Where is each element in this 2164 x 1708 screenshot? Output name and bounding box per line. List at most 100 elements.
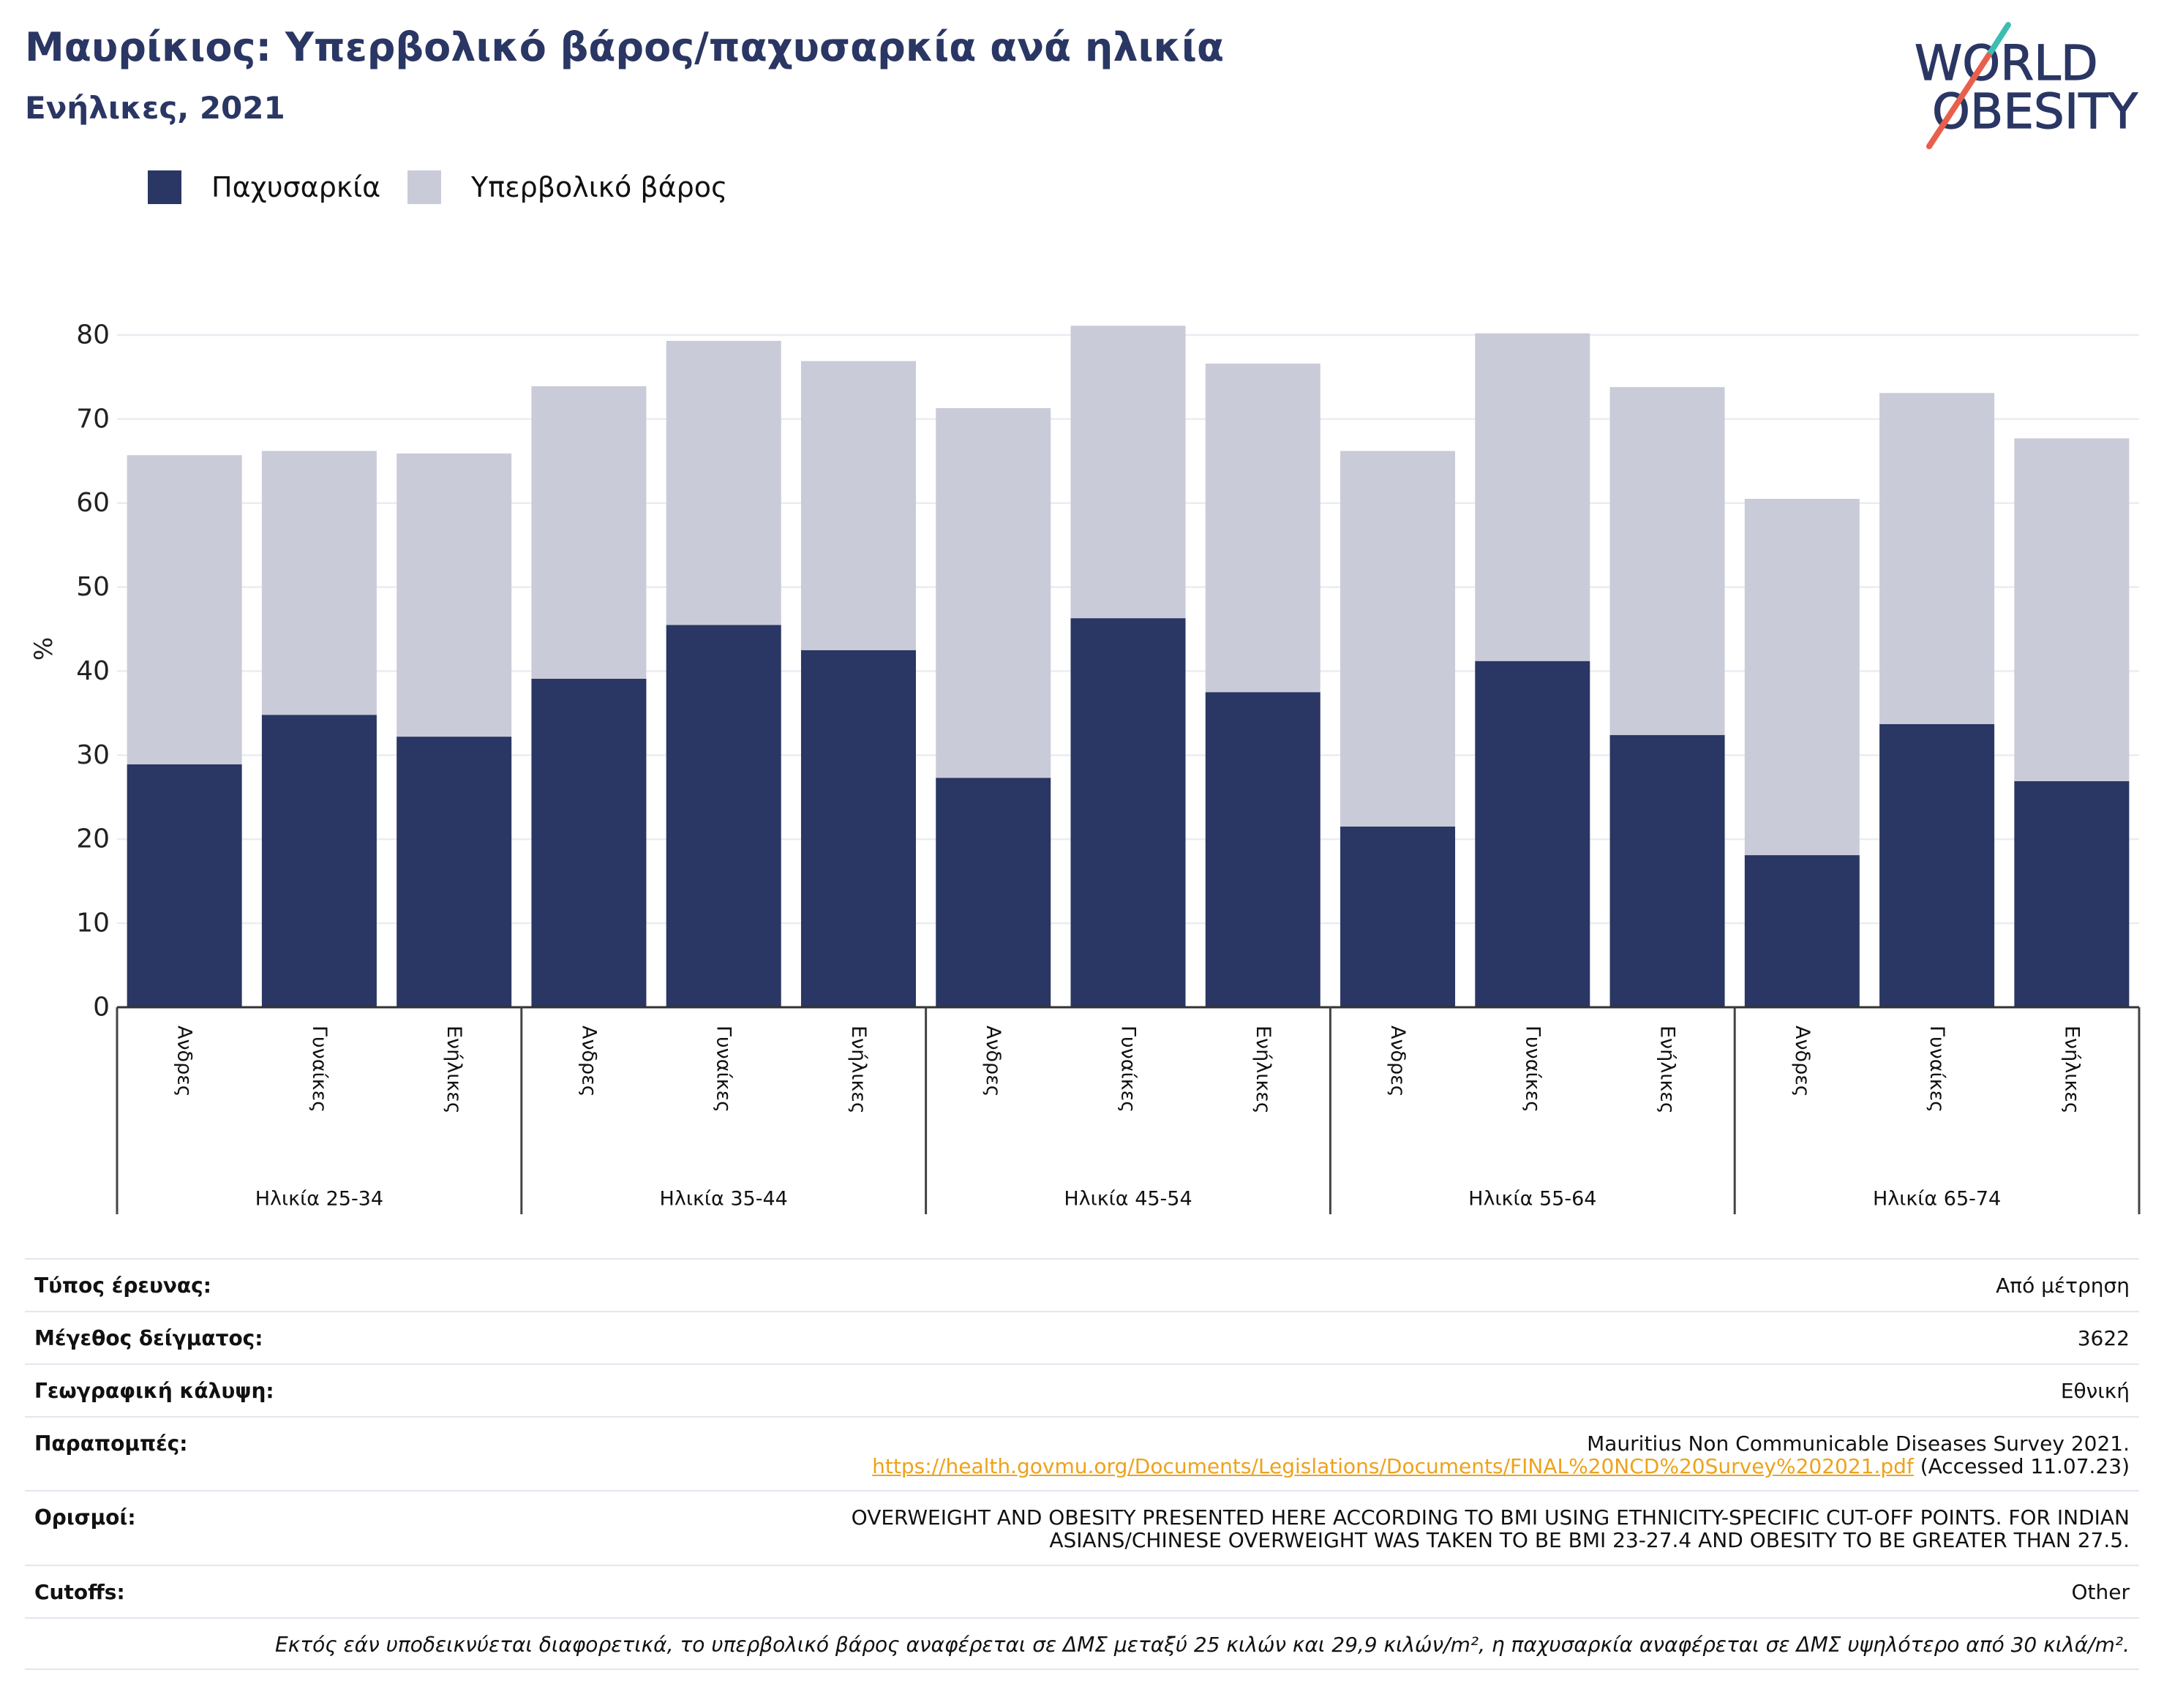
logo-line1: WORLD xyxy=(1915,35,2098,91)
legend-item-obesity[interactable]: Παχυσαρκία xyxy=(148,170,380,204)
overweight-bar xyxy=(127,455,242,765)
overweight-bar xyxy=(531,386,647,679)
obesity-bar xyxy=(1744,855,1860,1007)
logo-line2: OBESITY xyxy=(1932,83,2138,140)
x-group-label: Ηλικία 65-74 xyxy=(1873,1188,2001,1211)
x-category-label: Ανδρες xyxy=(982,1026,1004,1097)
chart-subtitle: Ενήλικες, 2021 xyxy=(25,90,285,126)
overweight-bar xyxy=(666,341,781,625)
y-tick-label: 30 xyxy=(76,740,110,770)
x-category-label: Ενήλικες xyxy=(1252,1026,1274,1114)
x-category-label: Ενήλικες xyxy=(847,1026,870,1114)
logo-slash-teal xyxy=(1985,22,2011,59)
definitions-value: OVERWEIGHT AND OBESITY PRESENTED HERE AC… xyxy=(852,1506,2130,1551)
x-group-label: Ηλικία 35-44 xyxy=(660,1188,788,1211)
obesity-bar xyxy=(1070,618,1186,1007)
chart-legend: Παχυσαρκία Υπερβολικό βάρος xyxy=(148,170,727,204)
obesity-bar xyxy=(666,625,781,1007)
world-obesity-logo: WORLD OBESITY xyxy=(1914,22,2138,149)
overweight-bar xyxy=(261,451,377,715)
y-tick-label: 20 xyxy=(76,824,110,854)
x-category-label: Ανδρες xyxy=(173,1026,196,1097)
x-category-label: Ανδρες xyxy=(1791,1026,1814,1097)
y-tick-label: 50 xyxy=(76,572,110,602)
cutoffs-value: Other xyxy=(2071,1580,2130,1604)
legend-label-overweight: Υπερβολικό βάρος xyxy=(471,171,728,203)
row-sample-size: Μέγεθος δείγματος: 3622 xyxy=(25,1311,2139,1363)
x-category-label: Γυναίκες xyxy=(308,1026,331,1113)
y-axis-label: % xyxy=(29,637,59,661)
coverage-label: Γεωγραφική κάλυψη: xyxy=(34,1379,274,1403)
obesity-bar xyxy=(1609,734,1725,1007)
y-tick-label: 60 xyxy=(76,488,110,518)
definitions-line: OVERWEIGHT AND OBESITY PRESENTED HERE AC… xyxy=(851,1505,2130,1530)
obesity-bar xyxy=(2014,780,2130,1007)
reference-link[interactable]: https://health.govmu.org/Documents/Legis… xyxy=(872,1454,1914,1478)
obesity-bar xyxy=(1205,692,1320,1007)
cutoffs-label: Cutoffs: xyxy=(34,1580,125,1604)
overweight-bar xyxy=(1475,333,1590,661)
legend-swatch-overweight xyxy=(407,170,441,204)
overweight-bar xyxy=(1205,364,1320,693)
overweight-bar xyxy=(936,407,1051,778)
y-tick-label: 0 xyxy=(93,993,110,1023)
x-group-label: Ηλικία 25-34 xyxy=(255,1188,383,1211)
overweight-bar xyxy=(1340,451,1456,827)
reference-accessed: (Accessed 11.07.23) xyxy=(1920,1454,2130,1478)
legend-label-obesity: Παχυσαρκία xyxy=(211,171,381,203)
reference-link-line: https://health.govmu.org/Documents/Legis… xyxy=(872,1455,2130,1478)
legend-swatch-obesity xyxy=(148,170,181,204)
overweight-bar xyxy=(800,361,916,650)
references-label: Παραπομπές: xyxy=(34,1432,188,1456)
obesity-bar xyxy=(936,778,1051,1007)
obesity-bar xyxy=(261,715,377,1007)
y-tick-label: 80 xyxy=(76,320,110,350)
x-group-label: Ηλικία 45-54 xyxy=(1064,1188,1192,1211)
references-value: Mauritius Non Communicable Diseases Surv… xyxy=(872,1432,2130,1478)
definitions-label: Ορισμοί: xyxy=(34,1505,136,1530)
obesity-bar xyxy=(127,764,242,1007)
x-category-label: Γυναίκες xyxy=(1926,1026,1948,1113)
stacked-bar-chart: % 0 10 20 30 40 50 60 70 80 Ανδρες Γυναίκες Ενήλικε… xyxy=(29,320,2141,1214)
obesity-bar xyxy=(397,737,512,1007)
obesity-bar xyxy=(1475,661,1590,1007)
overweight-bar xyxy=(1744,498,1860,856)
coverage-value: Εθνική xyxy=(2060,1379,2130,1403)
x-category-label: Ενήλικες xyxy=(2060,1026,2083,1114)
overweight-bar xyxy=(1879,393,1995,724)
overweight-bar xyxy=(1070,326,1186,619)
obesity-bar xyxy=(1879,723,1995,1007)
overweight-bar xyxy=(2014,438,2130,781)
x-category-label: Γυναίκες xyxy=(713,1026,735,1113)
row-cutoffs: Cutoffs: Other xyxy=(25,1565,2139,1617)
overweight-bar xyxy=(1609,387,1725,735)
logo-slash-coral xyxy=(1926,53,1991,149)
obesity-bar xyxy=(800,650,916,1007)
y-tick-label: 70 xyxy=(76,404,110,434)
x-group-label: Ηλικία 55-64 xyxy=(1468,1188,1596,1211)
sample-size-value: 3622 xyxy=(2077,1326,2130,1350)
y-tick-label: 10 xyxy=(76,908,110,938)
legend-item-overweight[interactable]: Υπερβολικό βάρος xyxy=(407,170,727,204)
x-category-label: Ανδρες xyxy=(577,1026,600,1097)
survey-type-value: Από μέτρηση xyxy=(1996,1274,2130,1298)
reference-citation: Mauritius Non Communicable Diseases Surv… xyxy=(1587,1432,2130,1456)
footnote: Εκτός εάν υποδεικνύεται διαφορετικά, το … xyxy=(275,1633,2130,1657)
row-coverage: Γεωγραφική κάλυψη: Εθνική xyxy=(25,1363,2139,1416)
row-footnote: Εκτός εάν υποδεικνύεται διαφορετικά, το … xyxy=(25,1617,2139,1670)
chart-title: Μαυρίκιος: Υπερβολικό βάρος/παχυσαρκία α… xyxy=(25,24,1225,70)
sample-size-label: Μέγεθος δείγματος: xyxy=(34,1326,263,1350)
x-category-label: Ενήλικες xyxy=(1656,1026,1679,1114)
obesity-bar xyxy=(1340,827,1456,1007)
y-tick-label: 40 xyxy=(76,656,110,686)
x-category-label: Ενήλικες xyxy=(443,1026,465,1114)
definitions-line: ASIANS/CHINESE OVERWEIGHT WAS TAKEN TO B… xyxy=(1049,1528,2130,1552)
row-definitions: Ορισμοί: OVERWEIGHT AND OBESITY PRESENTE… xyxy=(25,1490,2139,1565)
row-survey-type: Τύπος έρευνας: Από μέτρηση xyxy=(25,1258,2139,1311)
survey-type-label: Τύπος έρευνας: xyxy=(34,1274,211,1298)
x-category-label: Γυναίκες xyxy=(1117,1026,1140,1113)
x-category-label: Ανδρες xyxy=(1386,1026,1409,1097)
row-references: Παραπομπές: Mauritius Non Communicable D… xyxy=(25,1416,2139,1490)
x-category-label: Γυναίκες xyxy=(1521,1026,1544,1113)
overweight-bar xyxy=(397,453,512,737)
